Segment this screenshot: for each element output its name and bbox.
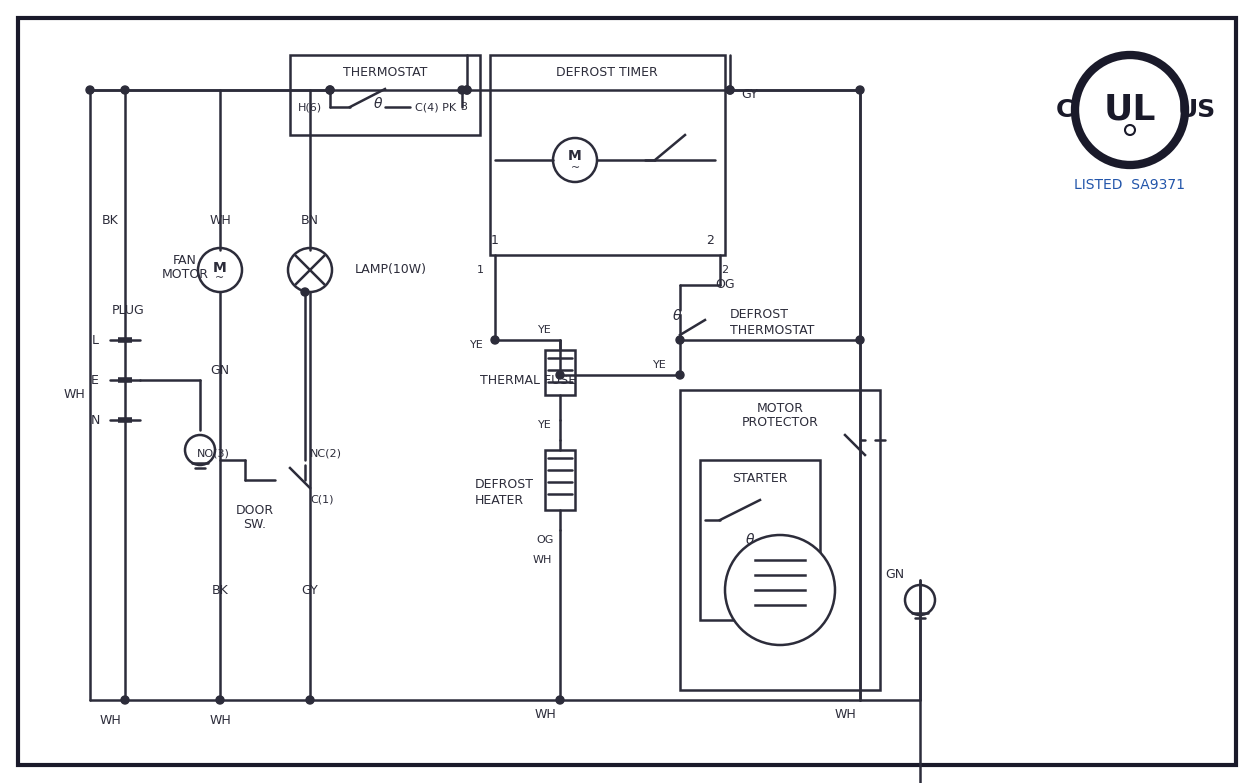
Text: $\theta$: $\theta$ bbox=[745, 532, 755, 547]
Bar bbox=[545, 450, 576, 510]
Text: WH: WH bbox=[209, 214, 231, 226]
Text: WH: WH bbox=[834, 709, 856, 721]
Text: WH: WH bbox=[99, 713, 120, 727]
Circle shape bbox=[856, 86, 864, 94]
Text: LAMP(10W): LAMP(10W) bbox=[355, 264, 428, 276]
Circle shape bbox=[463, 86, 472, 94]
Circle shape bbox=[553, 138, 597, 182]
Circle shape bbox=[492, 336, 499, 344]
Text: $\theta$: $\theta$ bbox=[672, 308, 682, 323]
Text: PLUG: PLUG bbox=[112, 304, 144, 316]
Text: M: M bbox=[568, 149, 582, 163]
Circle shape bbox=[1075, 55, 1185, 165]
Circle shape bbox=[198, 248, 242, 292]
Text: YE: YE bbox=[538, 420, 552, 430]
Text: YE: YE bbox=[653, 360, 667, 370]
Circle shape bbox=[463, 86, 472, 94]
Circle shape bbox=[288, 248, 332, 292]
Text: C(4) PK: C(4) PK bbox=[415, 102, 456, 112]
Circle shape bbox=[301, 288, 308, 296]
Text: 3: 3 bbox=[460, 102, 466, 112]
Text: PROTECTOR: PROTECTOR bbox=[741, 416, 819, 428]
Text: WH: WH bbox=[63, 388, 85, 402]
Text: SW.: SW. bbox=[243, 518, 267, 532]
Circle shape bbox=[726, 86, 734, 94]
Text: C(1): C(1) bbox=[310, 495, 334, 505]
Circle shape bbox=[726, 86, 734, 94]
Bar bbox=[490, 55, 725, 255]
Text: THERMAL FUSE: THERMAL FUSE bbox=[480, 373, 576, 387]
Text: BK: BK bbox=[102, 214, 118, 226]
Text: DEFROST: DEFROST bbox=[475, 478, 534, 492]
Text: C: C bbox=[1056, 98, 1075, 122]
Text: MOTOR: MOTOR bbox=[756, 402, 804, 414]
Bar bbox=[290, 55, 480, 135]
Circle shape bbox=[216, 696, 224, 704]
Text: ~: ~ bbox=[216, 273, 224, 283]
Text: WH: WH bbox=[209, 713, 231, 727]
Bar bbox=[545, 350, 576, 395]
Text: M: M bbox=[213, 261, 227, 275]
Text: L: L bbox=[92, 334, 99, 347]
Text: UL: UL bbox=[1104, 93, 1156, 127]
Text: NO(3): NO(3) bbox=[197, 448, 229, 458]
Text: HEATER: HEATER bbox=[475, 493, 524, 507]
Text: WH: WH bbox=[532, 555, 552, 565]
Text: WH: WH bbox=[534, 709, 556, 721]
Circle shape bbox=[326, 86, 334, 94]
Text: BN: BN bbox=[301, 214, 319, 226]
Text: MOTOR: MOTOR bbox=[162, 269, 208, 282]
Circle shape bbox=[676, 371, 683, 379]
Text: N: N bbox=[90, 413, 99, 427]
Text: YE: YE bbox=[470, 340, 484, 350]
Text: LISTED  SA9371: LISTED SA9371 bbox=[1075, 178, 1185, 192]
Circle shape bbox=[326, 86, 334, 94]
Text: GN: GN bbox=[211, 363, 229, 377]
Text: THERMOSTAT: THERMOSTAT bbox=[730, 323, 814, 337]
Text: E: E bbox=[92, 373, 99, 387]
Text: GY: GY bbox=[302, 583, 319, 597]
Text: $\theta$: $\theta$ bbox=[372, 96, 384, 111]
Circle shape bbox=[1125, 125, 1135, 135]
Text: OG: OG bbox=[537, 535, 554, 545]
Text: DEFROST TIMER: DEFROST TIMER bbox=[556, 67, 658, 80]
Circle shape bbox=[556, 696, 564, 704]
Text: H(6): H(6) bbox=[298, 102, 322, 112]
Circle shape bbox=[458, 86, 466, 94]
Circle shape bbox=[186, 435, 214, 465]
Circle shape bbox=[856, 336, 864, 344]
Bar bbox=[700, 460, 820, 620]
Text: NC(2): NC(2) bbox=[310, 448, 342, 458]
Text: ~: ~ bbox=[571, 163, 579, 173]
Circle shape bbox=[676, 336, 683, 344]
Circle shape bbox=[725, 535, 835, 645]
Bar bbox=[680, 390, 880, 690]
Circle shape bbox=[306, 696, 314, 704]
Circle shape bbox=[556, 371, 564, 379]
Circle shape bbox=[905, 585, 935, 615]
Text: GY: GY bbox=[741, 88, 759, 102]
Text: BK: BK bbox=[212, 583, 228, 597]
Text: 2: 2 bbox=[721, 265, 729, 275]
Text: DEFROST: DEFROST bbox=[730, 309, 789, 322]
Text: OG: OG bbox=[715, 279, 735, 291]
Text: THERMOSTAT: THERMOSTAT bbox=[342, 67, 428, 80]
Text: YE: YE bbox=[538, 325, 552, 335]
Circle shape bbox=[120, 696, 129, 704]
Text: DOOR: DOOR bbox=[236, 503, 275, 517]
Text: US: US bbox=[1178, 98, 1216, 122]
Text: 2: 2 bbox=[706, 233, 714, 247]
Text: 1: 1 bbox=[492, 233, 499, 247]
Text: GN: GN bbox=[885, 568, 904, 582]
Text: STARTER: STARTER bbox=[732, 471, 788, 485]
Circle shape bbox=[87, 86, 94, 94]
Text: 1: 1 bbox=[477, 265, 484, 275]
Circle shape bbox=[120, 86, 129, 94]
Text: FAN: FAN bbox=[173, 254, 197, 266]
